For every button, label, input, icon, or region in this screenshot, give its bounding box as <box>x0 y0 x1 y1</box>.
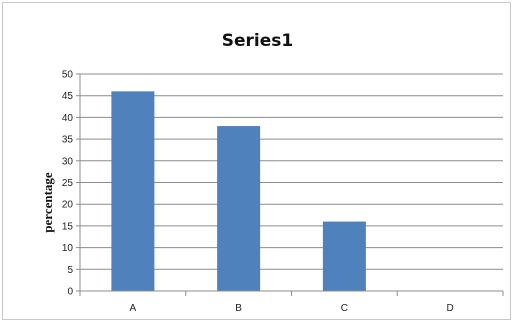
chart-title: Series1 <box>221 31 294 51</box>
y-tick-label: 0 <box>67 287 73 298</box>
axes <box>79 74 504 296</box>
y-axis-label: percentage <box>40 172 55 233</box>
x-tick-label: D <box>447 303 454 314</box>
x-tick-labels: A B C D <box>130 303 454 314</box>
y-tick-label: 40 <box>62 113 74 124</box>
y-tick-label: 30 <box>62 156 74 167</box>
y-tick-label: 5 <box>67 265 73 276</box>
y-tick-label: 10 <box>62 243 74 254</box>
y-tick-label: 15 <box>62 221 74 232</box>
x-tick-label: A <box>130 303 137 314</box>
y-tick-label: 20 <box>62 200 74 211</box>
bar-c <box>322 221 366 291</box>
y-tick-label: 25 <box>62 178 74 189</box>
x-tick-label: C <box>341 303 348 314</box>
y-tick-label: 45 <box>62 91 74 102</box>
bar-a <box>111 91 155 291</box>
y-tick-label: 35 <box>62 135 74 146</box>
x-tick-label: B <box>235 303 242 314</box>
bars <box>111 91 366 291</box>
y-tick-labels: 0 5 10 15 20 25 30 35 40 45 50 <box>62 70 74 298</box>
y-tick-label: 50 <box>62 70 74 81</box>
bar-b <box>217 126 261 291</box>
